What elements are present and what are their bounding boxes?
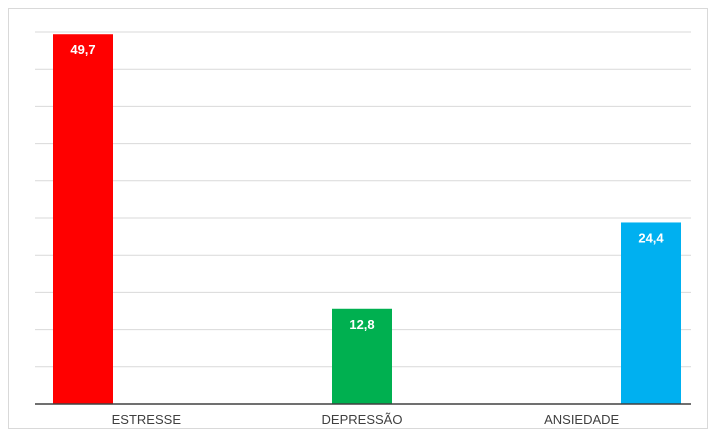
data-label: 49,7 [70, 42, 95, 57]
bar-estresse [53, 34, 113, 405]
labels: 49,7 ESTRESSE 12,8 DEPRESSÃO 24,4 ANSIEDADE [70, 42, 664, 427]
bar-chart: 49,7 ESTRESSE 12,8 DEPRESSÃO 24,4 ANSIEDADE [35, 31, 691, 427]
bar-ansiedade [621, 222, 681, 404]
gridlines [35, 31, 691, 368]
data-label: 24,4 [638, 230, 664, 245]
data-label: 12,8 [349, 317, 374, 332]
bars [53, 34, 681, 405]
chart-area: 49,7 ESTRESSE 12,8 DEPRESSÃO 24,4 ANSIEDADE [8, 8, 708, 429]
category-label: ESTRESSE [112, 412, 182, 427]
category-label: DEPRESSÃO [322, 412, 403, 427]
bar-depressão [332, 308, 392, 404]
category-label: ANSIEDADE [544, 412, 619, 427]
